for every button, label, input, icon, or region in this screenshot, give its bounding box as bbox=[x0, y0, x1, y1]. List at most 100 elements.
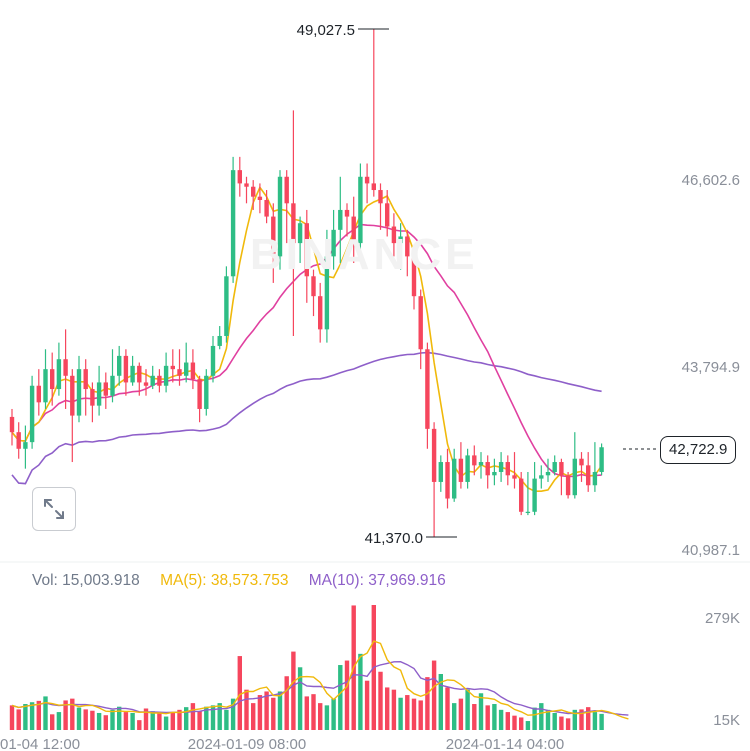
candle-body bbox=[458, 458, 464, 482]
volume-ma5-line bbox=[11, 640, 629, 720]
volume-bar bbox=[237, 656, 242, 730]
candle-body bbox=[505, 462, 510, 476]
volume-bar bbox=[364, 680, 370, 730]
volume-bar bbox=[257, 695, 263, 730]
candle-body bbox=[565, 475, 571, 496]
candle-body bbox=[16, 432, 21, 449]
volume-bar bbox=[277, 691, 283, 730]
volume-bar bbox=[143, 708, 149, 730]
candle-body bbox=[284, 176, 289, 204]
candle-body bbox=[371, 183, 376, 191]
candle-body bbox=[519, 478, 524, 512]
volume-bar bbox=[297, 667, 303, 730]
candle-body bbox=[96, 382, 102, 406]
volume-bar bbox=[431, 660, 437, 730]
candle-body bbox=[277, 176, 283, 257]
candle-body bbox=[331, 229, 336, 257]
candle-body bbox=[50, 369, 55, 390]
volume-bar bbox=[23, 704, 28, 730]
volume-bar bbox=[217, 703, 222, 730]
volume-bar bbox=[16, 709, 21, 730]
candle-body bbox=[257, 196, 263, 200]
volume-bar bbox=[492, 704, 497, 730]
volume-bar bbox=[398, 697, 403, 730]
volume-bar bbox=[130, 712, 135, 730]
volume-bar bbox=[63, 700, 68, 730]
volume-bar bbox=[559, 716, 564, 730]
candle-body bbox=[29, 385, 35, 443]
volume-bar bbox=[539, 703, 544, 730]
volume-bar bbox=[532, 707, 537, 730]
candle-body bbox=[157, 375, 162, 386]
candle-body bbox=[251, 186, 256, 197]
price-axis-label: 43,794.9 bbox=[682, 359, 740, 376]
candle-body bbox=[130, 365, 135, 383]
candle-body bbox=[217, 335, 222, 346]
candle-body bbox=[525, 511, 531, 513]
volume-bar bbox=[525, 721, 531, 730]
candle-body bbox=[237, 170, 242, 184]
volume-bar bbox=[545, 709, 551, 730]
candle-body bbox=[351, 216, 356, 244]
fullscreen-button[interactable] bbox=[32, 487, 76, 531]
volume-bar bbox=[311, 694, 316, 730]
candle-body bbox=[599, 447, 604, 472]
candle-body bbox=[304, 223, 309, 277]
candle-body bbox=[485, 462, 490, 476]
brand-watermark: BINANCE bbox=[250, 230, 479, 279]
volume-bar bbox=[452, 703, 457, 730]
candle-body bbox=[512, 475, 517, 479]
volume-bar bbox=[358, 653, 363, 730]
volume-bar bbox=[184, 707, 189, 730]
volume-bar bbox=[579, 709, 584, 730]
candle-body bbox=[291, 203, 296, 244]
volume-bar bbox=[210, 705, 216, 730]
volume-bar bbox=[190, 703, 196, 730]
volume-legend: Vol: 15,003.918 MA(5): 38,573.753 MA(10)… bbox=[32, 572, 462, 590]
candle-body bbox=[137, 365, 142, 383]
last-price-tag: 42,722.9 bbox=[660, 436, 737, 464]
volume-bar bbox=[378, 671, 383, 730]
volume-bar bbox=[418, 700, 423, 730]
volume-bar bbox=[304, 696, 309, 730]
volume-ma10-value: MA(10): 37,969.916 bbox=[308, 572, 446, 589]
volume-bar bbox=[458, 698, 464, 730]
volume-bar bbox=[592, 712, 598, 730]
volume-bar bbox=[96, 712, 102, 730]
candle-body bbox=[338, 209, 343, 230]
volume-ma5-value: MA(5): 38,573.753 bbox=[160, 572, 289, 589]
candle-body bbox=[90, 389, 95, 406]
volume-bar bbox=[385, 687, 390, 730]
volume-bar bbox=[391, 689, 397, 730]
candle-body bbox=[418, 296, 423, 350]
price-axis-label: 40,987.1 bbox=[682, 542, 740, 559]
candle-body bbox=[465, 455, 470, 482]
candle-body bbox=[224, 276, 229, 336]
candle-body bbox=[184, 362, 189, 376]
high-price-label: 49,027.5 bbox=[297, 22, 355, 39]
candle-body bbox=[103, 382, 108, 396]
candle-body bbox=[43, 369, 48, 403]
volume-bar bbox=[70, 698, 75, 730]
candle-body bbox=[592, 471, 598, 486]
volume-bar bbox=[425, 677, 430, 730]
volume-bar bbox=[264, 691, 269, 730]
volume-bar bbox=[230, 698, 236, 730]
candle-body bbox=[311, 276, 316, 297]
volume-bar bbox=[405, 695, 410, 730]
volume-bar bbox=[83, 709, 88, 730]
candle-body bbox=[264, 199, 269, 217]
candle-body bbox=[378, 190, 383, 204]
volume-bar bbox=[438, 673, 443, 730]
volume-bar bbox=[565, 718, 571, 730]
candle-body bbox=[431, 428, 437, 482]
candle-body bbox=[297, 223, 303, 244]
volume-bar bbox=[103, 715, 108, 730]
candle-body bbox=[70, 375, 75, 416]
volume-bar bbox=[338, 665, 343, 730]
candle-body bbox=[197, 379, 202, 409]
volume-bar bbox=[56, 712, 62, 730]
candle-body bbox=[472, 455, 477, 466]
candle-body bbox=[438, 462, 443, 482]
candle-body bbox=[344, 209, 350, 217]
